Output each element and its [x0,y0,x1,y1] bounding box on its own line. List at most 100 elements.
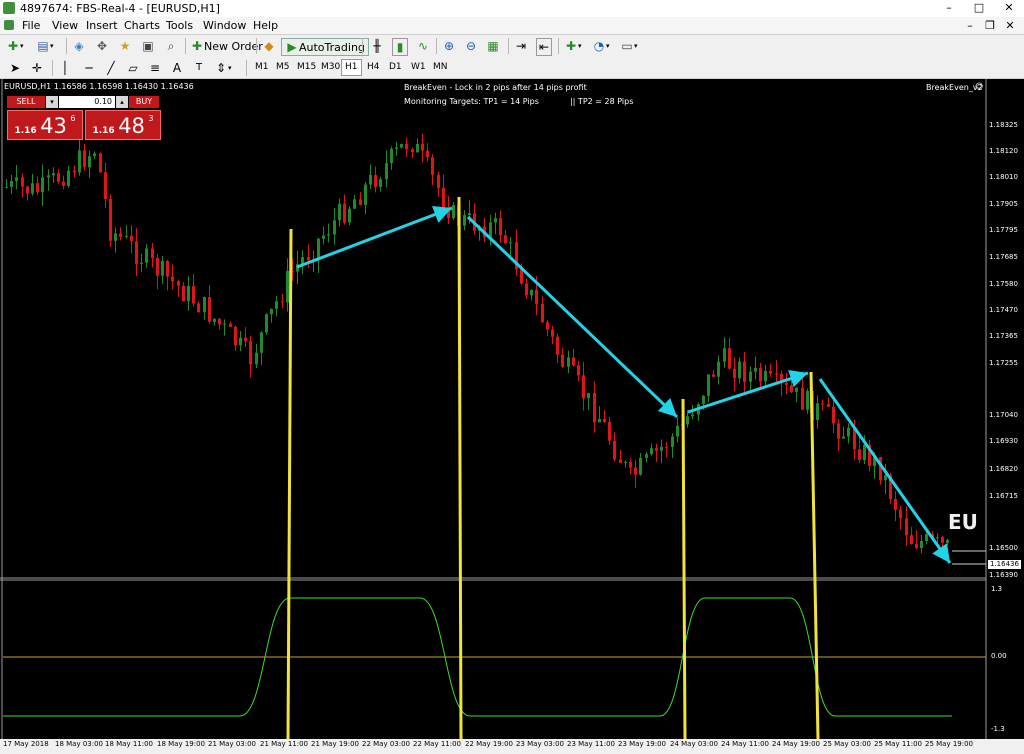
candlestick-series [0,79,987,739]
candle-body [333,220,336,235]
ask-quote[interactable]: 1.16 48 3 [85,110,161,140]
price-label: 1.16820 [989,465,1018,473]
oscillator-label: -1.3 [991,725,1005,733]
data-window-button[interactable]: ✥ [95,38,109,54]
menu-window[interactable]: Window [203,19,247,32]
candle-body [395,147,398,149]
price-label: 1.17255 [989,359,1018,367]
timeframe-h4[interactable]: H4 [367,62,380,72]
lot-increase-button[interactable]: ▴ [116,96,128,108]
autotrading-button[interactable]: ▶ AutoTrading [281,38,369,56]
arrows-button[interactable]: ⇕ ▾ [215,61,232,75]
candle-body [5,186,8,188]
candle-body [827,404,830,407]
new-order-label: New Order [204,39,263,53]
time-label: 22 May 03:00 [362,740,411,748]
zoom-out-button[interactable]: ⊖ [464,38,478,54]
candle-body [338,203,341,221]
timeframe-m1[interactable]: M1 [255,62,269,72]
candle-body [437,174,440,188]
minimize-button[interactable]: – [946,1,952,14]
vertical-line-button[interactable]: │ [58,60,72,76]
timeframe-m5[interactable]: M5 [276,62,290,72]
menu-help[interactable]: Help [253,19,279,32]
candle-body [567,357,570,367]
zoom-in-button[interactable]: ⊕ [442,38,456,54]
chart-close-button[interactable]: ✕ [1005,19,1015,32]
terminal-button[interactable]: ▣ [141,38,155,54]
bid-sup: 6 [70,114,76,123]
tester-button[interactable]: ⌕ [164,38,178,54]
timeframe-d1[interactable]: D1 [389,62,402,72]
chart-minimize-button[interactable]: – [967,19,973,32]
candle-body [816,403,819,420]
menu-file[interactable]: File [22,19,41,32]
line-chart-button[interactable]: ∿ [416,38,430,54]
candlestick-button[interactable]: ▮ [392,38,408,56]
crosshair-button[interactable]: ✛ [30,60,44,76]
lot-decrease-button[interactable]: ▾ [46,96,58,108]
bar-chart-button[interactable]: ╫ [370,38,384,54]
candle-body [749,371,752,382]
timeframe-mn[interactable]: MN [433,62,448,72]
close-button[interactable]: ✕ [1004,1,1014,14]
candle-body [785,382,788,386]
candle-body [93,153,96,157]
channel-button[interactable]: ▱ [126,60,140,76]
candle-body [884,475,887,481]
maximize-button[interactable]: □ [973,1,985,14]
buy-button[interactable]: BUY [129,96,159,108]
timeframe-m30[interactable]: M30 [321,62,341,72]
chart-window[interactable] [0,79,1024,739]
templates-button[interactable]: ▭ ▾ [621,39,638,53]
text-button[interactable]: A [170,60,184,76]
horizontal-line-button[interactable]: ─ [82,60,96,76]
candle-body [452,205,455,219]
timeframe-w1[interactable]: W1 [411,62,426,72]
text-label-icon: T [195,62,203,73]
trend-arrow [466,215,679,419]
periods-button[interactable]: ◔ ▾ [593,39,610,53]
menu-insert[interactable]: Insert [86,19,118,32]
candle-body [847,427,850,437]
menu-tools[interactable]: Tools [166,19,194,32]
candle-body [286,270,289,303]
indicators-button[interactable]: ✚ ▾ [565,39,582,53]
candle-body [676,425,679,437]
tile-windows-button[interactable]: ▦ [486,38,500,54]
candle-body [582,375,585,399]
chart-restore-button[interactable]: ❐ [985,19,995,32]
menu-view[interactable]: View [52,19,79,32]
navigator-button[interactable]: ★ [118,38,132,54]
profiles-button[interactable]: ▤ ▾ [37,39,54,53]
metaeditor-button[interactable]: ◆ [262,38,276,54]
bid-quote[interactable]: 1.16 43 6 [7,110,83,140]
indicator-tp2: || TP2 = 28 Pips [570,97,634,106]
candle-body [73,170,76,173]
candlestick-icon: ▮ [396,40,404,54]
candle-body [504,235,507,244]
price-label: 1.17580 [989,280,1018,288]
cursor-arrow-icon: ➤ [9,61,21,75]
trendline-button[interactable]: ╱ [104,60,118,76]
candle-body [769,370,772,374]
price-chart-canvas[interactable] [0,79,1024,739]
cursor-button[interactable]: ➤ [8,60,22,76]
lot-size-input[interactable]: 0.10 [59,96,115,108]
autoscroll-button[interactable]: ⇤ [536,38,552,56]
text-label-button[interactable]: T [192,60,206,76]
time-label: 21 May 03:00 [208,740,257,748]
sell-button[interactable]: SELL [7,96,45,108]
time-label: 18 May 19:00 [157,740,206,748]
market-watch-button[interactable]: ◈ [72,38,86,54]
timeframe-h1[interactable]: H1 [341,59,362,76]
fibonacci-button[interactable]: ≡ [148,60,162,76]
signal-line [681,398,687,739]
candle-body [343,203,346,223]
menu-charts[interactable]: Charts [124,19,160,32]
chart-shift-button[interactable]: ⇥ [514,38,528,54]
new-chart-button[interactable]: ✚ ▾ [7,39,24,53]
timeframe-m15[interactable]: M15 [297,62,317,72]
new-order-button[interactable]: ✚ New Order [190,38,263,54]
candle-body [717,361,720,377]
